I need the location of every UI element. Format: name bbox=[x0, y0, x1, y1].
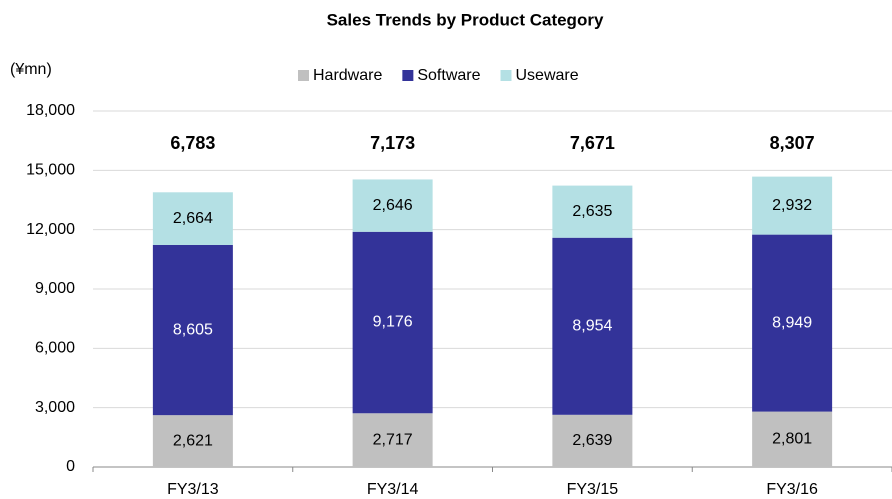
y-tick-label: 3,000 bbox=[35, 399, 75, 416]
y-tick-label: 9,000 bbox=[35, 280, 75, 297]
data-label: 2,639 bbox=[572, 432, 612, 449]
data-label: 2,646 bbox=[373, 197, 413, 214]
x-tick-label: FY3/16 bbox=[766, 481, 818, 498]
data-label: 2,717 bbox=[373, 431, 413, 448]
data-label: 2,621 bbox=[173, 432, 213, 449]
legend-swatch bbox=[500, 70, 512, 81]
bar-segment bbox=[552, 414, 633, 467]
chart-title: Sales Trends by Product Category bbox=[327, 10, 604, 29]
bar-segment bbox=[152, 192, 233, 245]
bar-segment bbox=[352, 231, 433, 414]
bar-segment bbox=[152, 244, 233, 416]
x-tick-label: FY3/15 bbox=[567, 481, 619, 498]
data-label: 2,635 bbox=[572, 203, 612, 220]
y-tick-label: 12,000 bbox=[26, 221, 75, 238]
data-label: 8,605 bbox=[173, 321, 213, 338]
total-label: 7,173 bbox=[370, 133, 415, 153]
total-label: 8,307 bbox=[770, 133, 815, 153]
data-label: 2,801 bbox=[772, 431, 812, 448]
total-label: 7,671 bbox=[570, 133, 615, 153]
data-label: 8,949 bbox=[772, 314, 812, 331]
legend-label: Useware bbox=[516, 67, 579, 84]
legend-label: Hardware bbox=[313, 67, 382, 84]
y-tick-label: 6,000 bbox=[35, 340, 75, 357]
y-tick-label: 15,000 bbox=[26, 162, 75, 179]
bar-segment bbox=[152, 415, 233, 467]
bar-segment bbox=[552, 185, 633, 238]
bar-segment bbox=[352, 179, 433, 232]
legend-label: Software bbox=[417, 67, 480, 84]
bar-segment bbox=[552, 237, 633, 415]
legend-swatch bbox=[298, 70, 309, 81]
bar-segment bbox=[752, 234, 833, 412]
y-axis-label: (¥mn) bbox=[10, 61, 52, 78]
total-label: 6,783 bbox=[170, 133, 215, 153]
x-tick-label: FY3/13 bbox=[167, 481, 219, 498]
data-label: 2,664 bbox=[173, 210, 213, 227]
data-label: 2,932 bbox=[772, 197, 812, 214]
bar-segment bbox=[752, 411, 833, 467]
bar-segment bbox=[352, 413, 433, 467]
data-label: 8,954 bbox=[572, 317, 612, 334]
x-tick-label: FY3/14 bbox=[367, 481, 419, 498]
y-tick-label: 18,000 bbox=[26, 102, 75, 119]
legend-swatch bbox=[402, 70, 414, 81]
y-tick-label: 0 bbox=[66, 458, 75, 475]
data-label: 9,176 bbox=[373, 314, 413, 331]
bar-segment bbox=[752, 176, 833, 235]
